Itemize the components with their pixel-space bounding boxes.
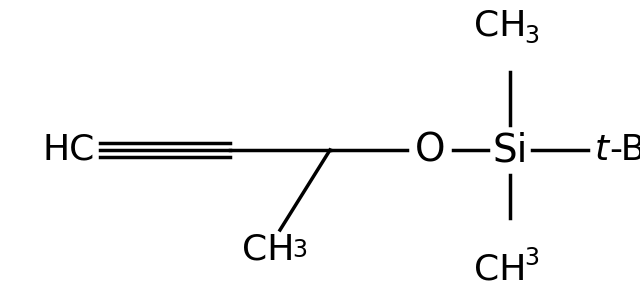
Text: O: O (415, 131, 445, 169)
Text: 3: 3 (292, 238, 307, 262)
Text: 3: 3 (524, 24, 539, 48)
Text: HC: HC (43, 133, 95, 167)
Text: 3: 3 (524, 246, 539, 270)
Text: CH: CH (242, 232, 294, 266)
Text: t: t (595, 133, 609, 167)
Text: CH: CH (474, 252, 526, 286)
Text: -Bu: -Bu (609, 133, 640, 167)
Text: CH: CH (474, 8, 526, 42)
Text: Si: Si (492, 131, 528, 169)
